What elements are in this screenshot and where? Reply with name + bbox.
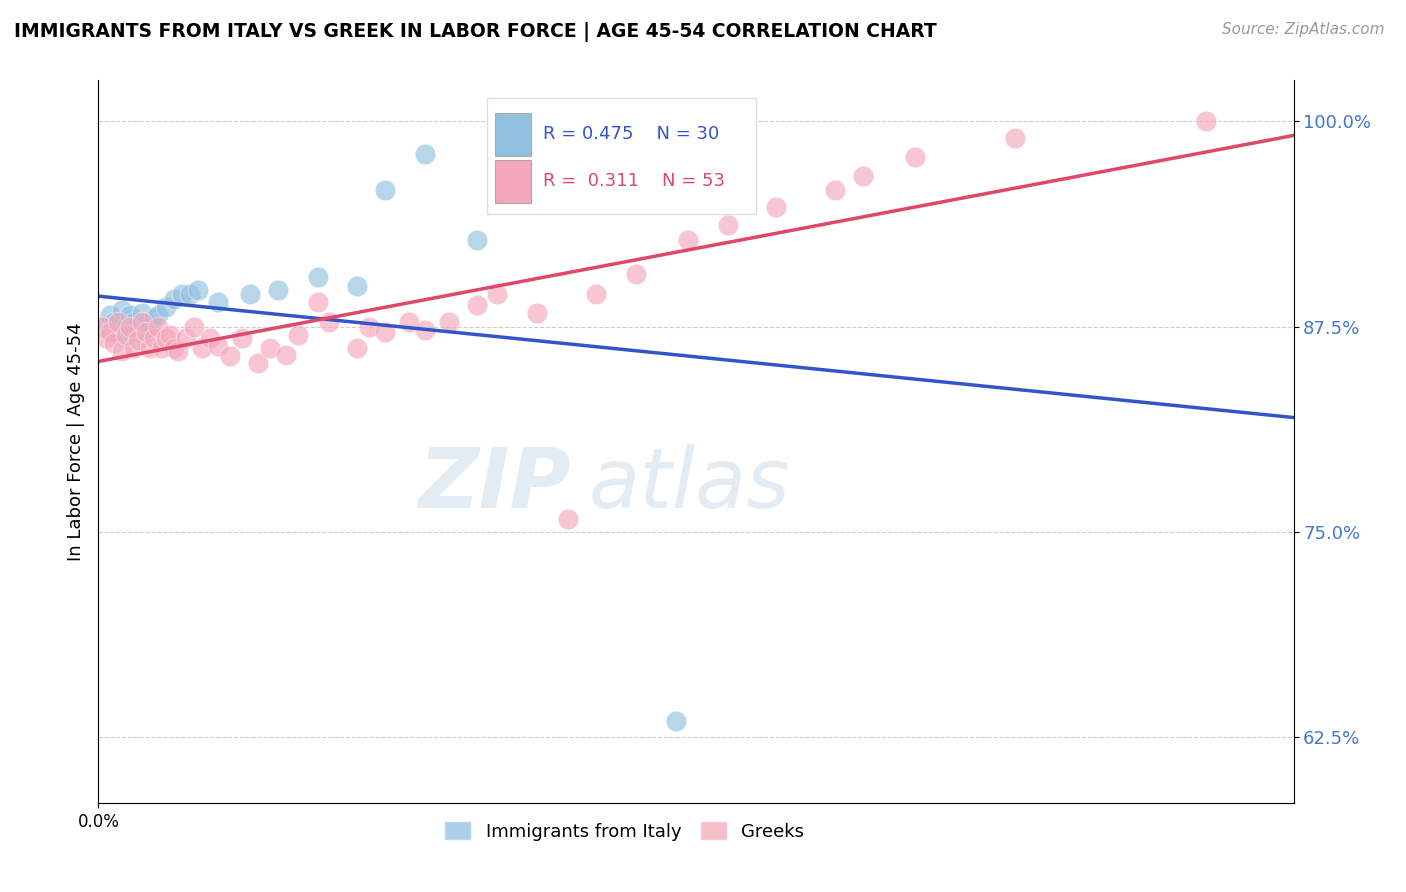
Point [127,325,149,339]
Point [159,327,181,342]
Point [111,344,134,359]
Point [207,339,229,353]
Point [183,319,205,334]
Point [150,341,173,355]
Point [1004,130,1026,145]
Text: R =  0.311    N = 53: R = 0.311 N = 53 [543,172,725,190]
Point [143,311,166,326]
Point [287,327,309,342]
Point [120,308,142,322]
Point [124,315,146,329]
Legend: Immigrants from Italy, Greeks: Immigrants from Italy, Greeks [437,814,811,848]
Text: Source: ZipAtlas.com: Source: ZipAtlas.com [1222,22,1385,37]
Point [346,278,368,293]
Point [346,341,368,355]
Point [585,286,607,301]
Point [413,147,436,161]
Point [526,196,548,211]
Point [115,319,138,334]
Point [167,344,190,359]
Point [131,306,153,320]
Point [465,233,488,247]
Point [246,356,269,370]
Point [852,169,875,183]
Point [98,308,122,322]
Point [526,306,548,320]
Point [91,319,114,334]
Point [765,200,787,214]
Point [318,315,340,329]
Point [557,512,579,526]
Point [665,714,688,728]
FancyBboxPatch shape [495,160,531,203]
Point [239,286,262,301]
Point [267,284,290,298]
Point [111,303,134,318]
Point [107,327,129,342]
Point [465,298,488,312]
Point [91,319,114,334]
Point [107,315,129,329]
Point [187,284,209,298]
Point [163,341,186,355]
Point [374,183,396,197]
Point [139,341,162,355]
Point [904,151,927,165]
Point [259,341,281,355]
Point [413,323,436,337]
Point [127,333,149,347]
Text: IMMIGRANTS FROM ITALY VS GREEK IN LABOR FORCE | AGE 45-54 CORRELATION CHART: IMMIGRANTS FROM ITALY VS GREEK IN LABOR … [14,22,936,42]
Point [1195,114,1218,128]
Point [198,331,221,345]
Point [103,315,125,329]
Point [155,300,177,314]
Point [120,319,142,334]
Point [398,315,420,329]
Point [135,325,157,339]
FancyBboxPatch shape [495,112,531,156]
Point [437,315,460,329]
Point [374,325,396,339]
Text: R = 0.475    N = 30: R = 0.475 N = 30 [543,126,720,144]
Point [103,336,125,351]
Point [143,331,166,345]
Point [139,319,162,334]
Point [307,295,329,310]
Point [359,319,381,334]
Point [131,315,153,329]
Point [676,233,699,247]
Point [124,341,146,355]
Point [96,331,118,345]
Point [231,331,253,345]
Point [179,286,201,301]
Point [626,267,648,281]
Point [115,327,138,342]
Point [163,292,186,306]
Point [485,286,508,301]
Point [191,341,214,355]
Point [824,183,846,197]
FancyBboxPatch shape [486,98,756,214]
Point [148,308,170,322]
Point [155,331,177,345]
Text: ZIP: ZIP [418,444,571,525]
Point [148,319,170,334]
Point [98,325,122,339]
Point [207,295,229,310]
Point [174,331,197,345]
Point [115,327,138,342]
Point [274,347,297,361]
Point [717,218,740,232]
Y-axis label: In Labor Force | Age 45-54: In Labor Force | Age 45-54 [66,322,84,561]
Text: atlas: atlas [589,444,790,525]
Point [307,270,329,285]
Point [135,316,157,330]
Point [172,286,194,301]
Point [219,349,242,363]
